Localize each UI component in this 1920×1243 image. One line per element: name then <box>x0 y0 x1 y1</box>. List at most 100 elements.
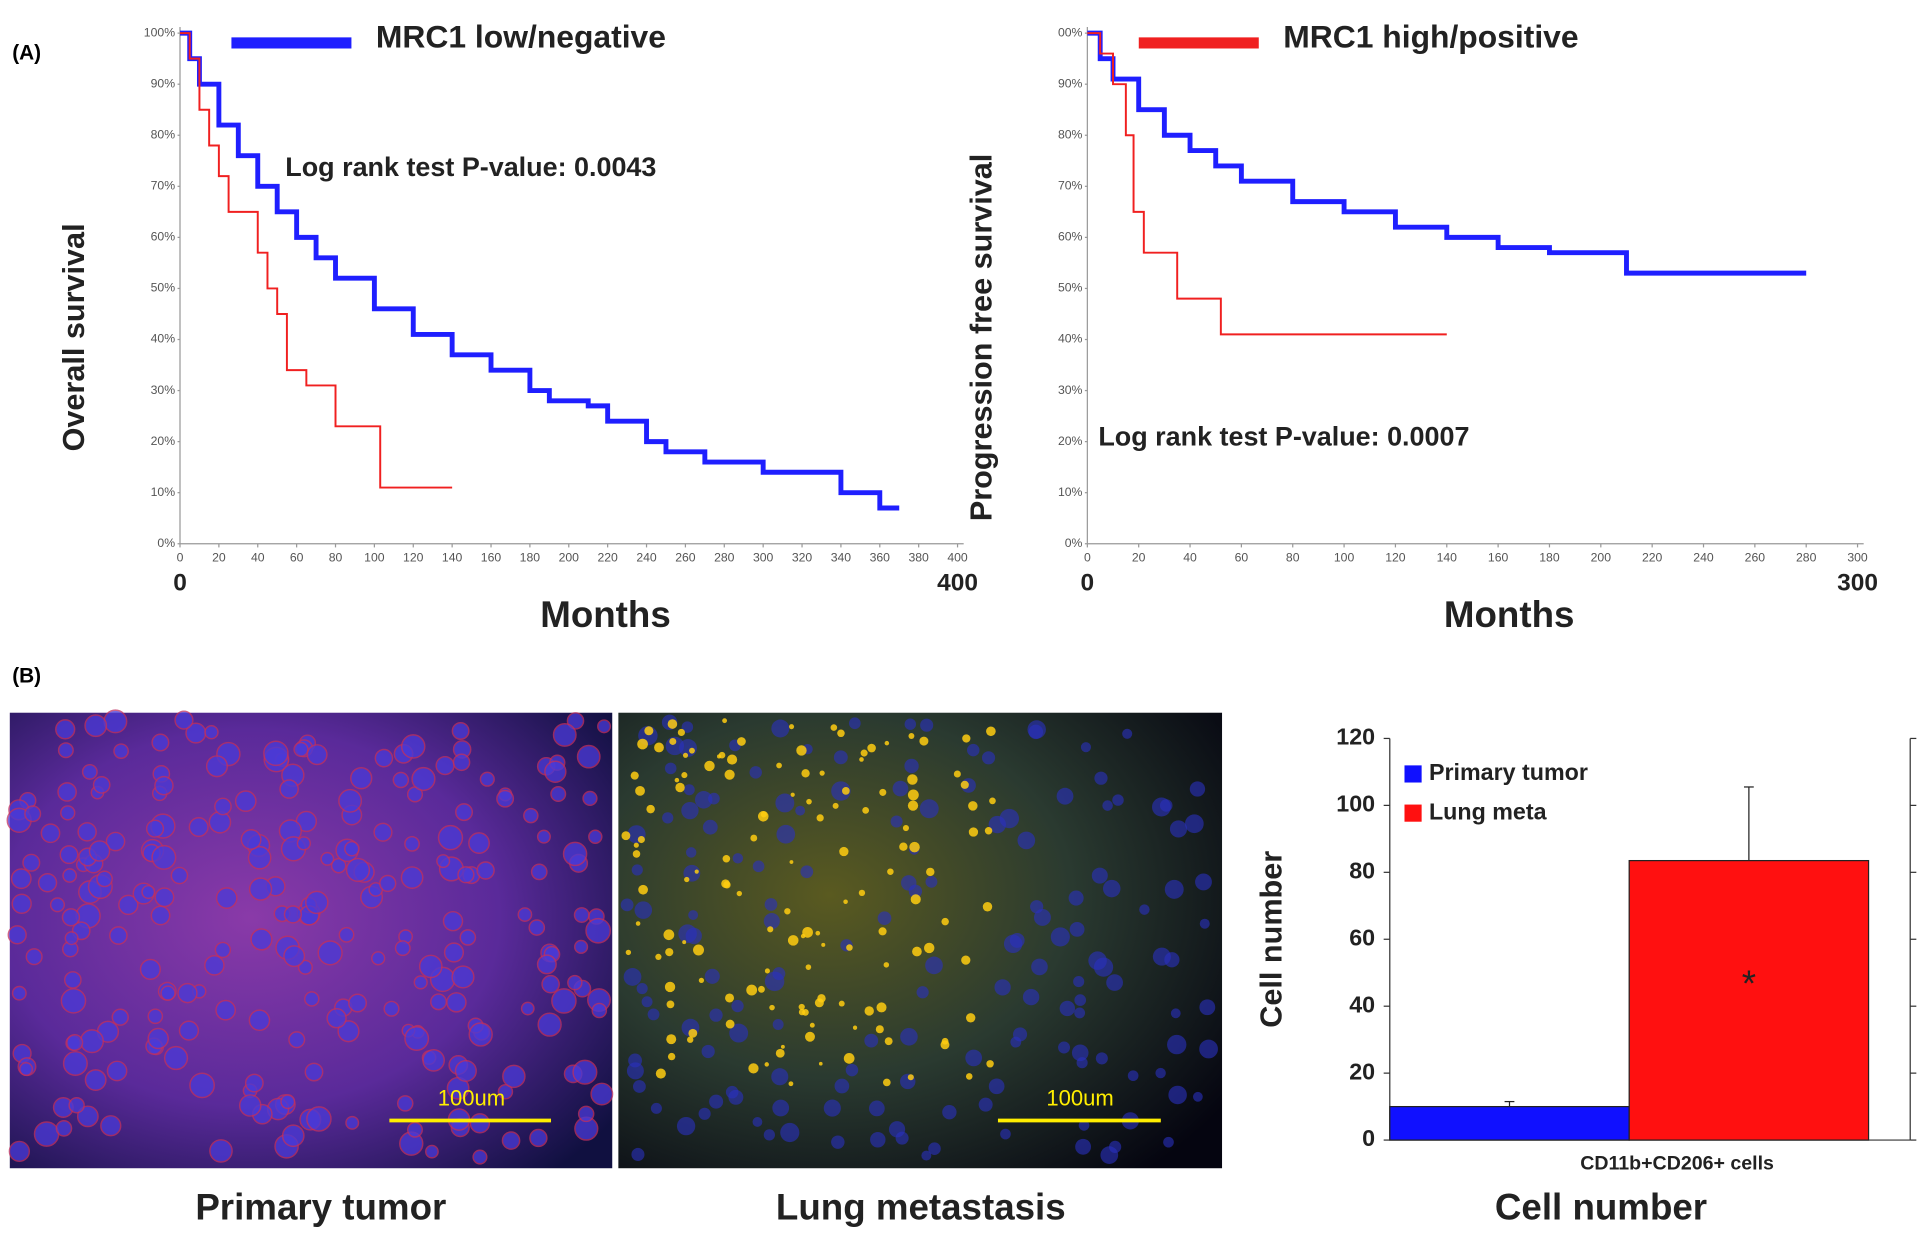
cell <box>845 1063 859 1077</box>
cell <box>1189 781 1206 797</box>
cell <box>305 890 329 915</box>
cell <box>1199 918 1210 929</box>
x-tick-label: 60 <box>290 551 304 565</box>
cell <box>892 780 909 797</box>
y-tick-label: 90% <box>151 76 176 90</box>
cell <box>446 992 467 1013</box>
cell <box>1127 1070 1139 1082</box>
cell <box>771 719 790 738</box>
cell <box>688 1028 698 1038</box>
cell <box>1102 879 1121 898</box>
cell <box>551 988 577 1014</box>
cell <box>1003 934 1023 954</box>
cell <box>815 930 821 936</box>
cell <box>942 1105 957 1120</box>
cell <box>788 1081 794 1087</box>
cell <box>1080 742 1092 753</box>
annotation: Log rank test P-value: 0.0007 <box>1098 422 1469 452</box>
cell <box>317 940 343 966</box>
cell <box>682 752 689 758</box>
cell <box>537 1012 562 1037</box>
cell <box>1122 728 1133 739</box>
y-tick-label: 20% <box>1058 434 1083 448</box>
cell <box>281 1124 305 1148</box>
cell <box>884 740 890 746</box>
cell <box>823 1099 841 1117</box>
cell <box>641 996 653 1008</box>
cell <box>953 770 961 778</box>
cell <box>887 868 894 875</box>
cell <box>965 1073 973 1080</box>
cell <box>57 742 74 759</box>
cell <box>1170 1008 1181 1019</box>
y-axis-title: Overall survival <box>57 223 91 451</box>
x-tick-label: 140 <box>442 551 463 565</box>
cell <box>10 868 32 890</box>
texture <box>6 709 1218 1165</box>
cell <box>726 754 738 765</box>
cell <box>591 1002 608 1019</box>
cell <box>940 1040 950 1050</box>
cell <box>776 762 782 769</box>
cell <box>848 717 861 730</box>
x-tick-label: 300 <box>1847 551 1868 565</box>
cell <box>962 734 971 743</box>
cell <box>909 841 920 853</box>
cell <box>22 853 41 872</box>
cell <box>1100 1146 1119 1164</box>
cell <box>573 907 590 923</box>
cell <box>19 1062 34 1077</box>
y-tick-label: 20% <box>151 434 176 448</box>
cell <box>846 944 853 951</box>
y-tick-label: 50% <box>151 281 176 295</box>
cell <box>637 835 645 844</box>
y-tick-label: 100% <box>144 25 175 39</box>
cell <box>76 1105 99 1128</box>
cell <box>843 899 848 905</box>
cell <box>982 902 993 912</box>
cell <box>698 1107 711 1120</box>
cell <box>109 926 128 945</box>
cell <box>425 1144 439 1159</box>
cell <box>1139 904 1150 915</box>
cell <box>789 724 795 730</box>
cell <box>667 1052 676 1061</box>
cell <box>682 940 687 945</box>
x-tick-label: 380 <box>908 551 929 565</box>
cell <box>1078 1120 1090 1131</box>
cell <box>662 812 674 824</box>
x-tick-label: 120 <box>403 551 424 565</box>
cell <box>244 1073 264 1093</box>
cell <box>451 722 470 740</box>
y-tick-label: 90% <box>1058 76 1083 90</box>
x-end-label: 0 <box>173 570 187 597</box>
cell <box>1058 1041 1071 1054</box>
cell <box>725 1019 735 1029</box>
cell <box>64 931 79 946</box>
cell <box>383 1000 400 1017</box>
cell <box>1030 900 1044 914</box>
cell <box>984 826 993 835</box>
cell <box>536 829 551 844</box>
cell <box>775 1048 785 1058</box>
y-tick-label: 80% <box>1058 127 1083 141</box>
cell <box>694 791 713 809</box>
cell <box>396 1095 414 1112</box>
cell <box>961 955 971 965</box>
cell <box>634 901 653 919</box>
cell <box>520 1001 535 1016</box>
cell <box>796 745 807 756</box>
cell <box>436 854 451 869</box>
cell <box>81 763 98 780</box>
cell <box>468 1022 493 1047</box>
cell <box>1000 1128 1011 1140</box>
cell <box>843 1053 855 1064</box>
x-tick-label: 220 <box>597 551 618 565</box>
cell <box>907 774 918 785</box>
y-tick-label: 40% <box>1058 332 1083 346</box>
cell <box>763 1129 775 1141</box>
cell <box>590 1082 614 1106</box>
cell <box>234 790 257 813</box>
cell <box>1074 994 1087 1006</box>
image-caption: Lung metastasis <box>776 1187 1066 1228</box>
